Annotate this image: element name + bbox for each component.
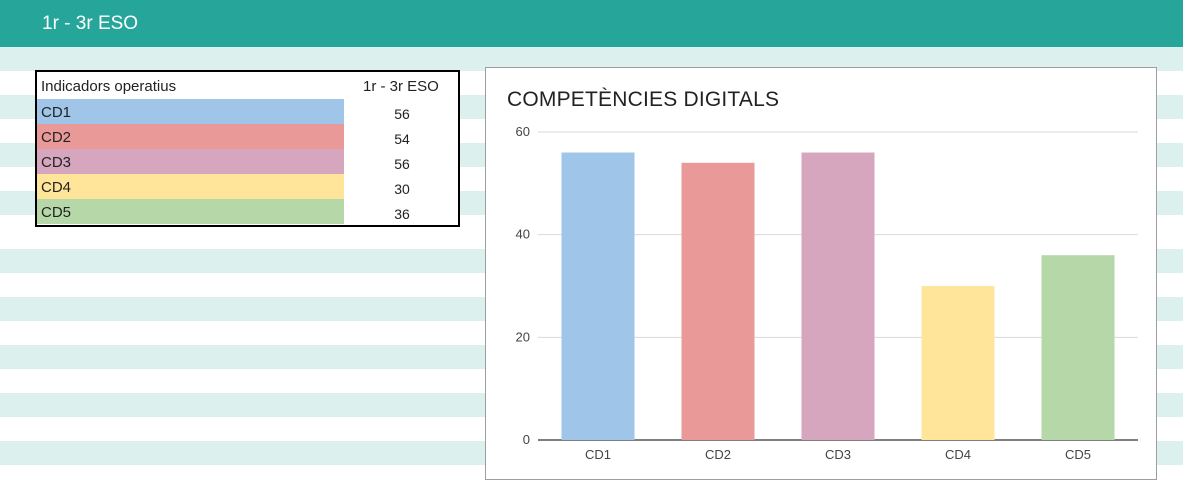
indicator-value[interactable]: 30 [394,181,410,197]
indicator-value[interactable]: 36 [394,206,410,222]
page-header: 1r - 3r ESO [0,0,1183,47]
bar-cd5[interactable] [1041,255,1115,440]
indicator-label[interactable]: CD5 [37,199,344,224]
bar-cd3[interactable] [801,152,875,440]
table-row: CD2 54 [37,124,458,149]
header-indicators[interactable]: Indicadors operatius [41,78,177,95]
table-header-row: Indicadors operatius 1r - 3r ESO [37,72,458,99]
y-tick-label: 20 [516,329,530,344]
bar-cd1[interactable] [561,152,635,440]
chart-canvas: 0 20 40 60 CD1 CD2 CD3 CD4 CD5 [516,124,1138,462]
indicator-value[interactable]: 56 [394,156,410,172]
x-tick-label: CD1 [585,447,611,462]
bar-chart[interactable]: COMPETÈNCIES DIGITALS 0 20 40 60 CD1 CD2 CD3 CD… [485,67,1157,480]
indicators-table: Indicadors operatius 1r - 3r ESO CD1 56 CD… [35,70,460,227]
indicator-label[interactable]: CD1 [37,99,344,124]
x-tick-label: CD2 [705,447,731,462]
table-row: CD1 56 [37,99,458,124]
y-tick-label: 0 [523,432,530,447]
indicator-value[interactable]: 54 [394,131,410,147]
table-row: CD4 30 [37,174,458,199]
chart-title: COMPETÈNCIES DIGITALS [507,88,780,111]
table-row: CD5 36 [37,199,458,224]
table-row: CD3 56 [37,149,458,174]
page-title: 1r - 3r ESO [42,13,139,34]
indicator-label[interactable]: CD2 [37,124,344,149]
x-tick-label: CD5 [1065,447,1091,462]
indicator-label[interactable]: CD4 [37,174,344,199]
indicator-label[interactable]: CD3 [37,149,344,174]
bar-cd2[interactable] [681,162,755,441]
header-group[interactable]: 1r - 3r ESO [363,78,439,95]
x-tick-label: CD3 [825,447,851,462]
y-tick-label: 40 [516,227,530,242]
indicator-value[interactable]: 56 [394,106,410,122]
y-tick-label: 60 [516,124,530,139]
bar-cd4[interactable] [921,286,995,440]
x-tick-label: CD4 [945,447,971,462]
